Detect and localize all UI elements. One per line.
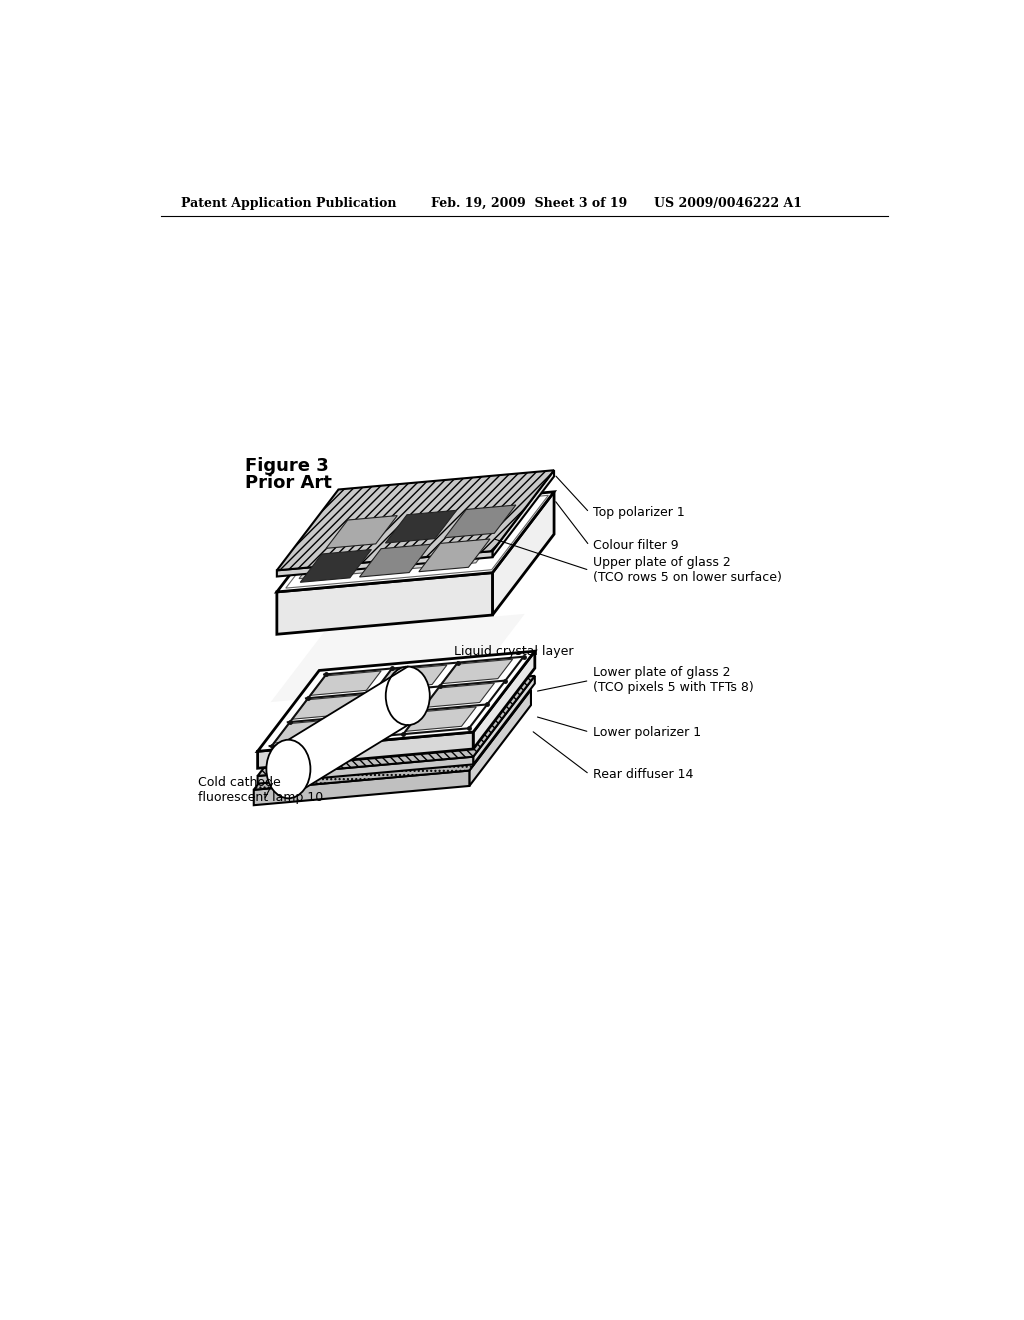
- Text: Colour filter 9: Colour filter 9: [593, 539, 678, 552]
- Polygon shape: [299, 500, 523, 578]
- Text: Lower polarizer 1: Lower polarizer 1: [593, 726, 700, 739]
- Polygon shape: [469, 689, 531, 785]
- Text: Prior Art: Prior Art: [245, 474, 332, 492]
- Text: Patent Application Publication: Patent Application Publication: [180, 197, 396, 210]
- Polygon shape: [359, 544, 431, 577]
- Polygon shape: [385, 511, 457, 543]
- Polygon shape: [326, 516, 397, 548]
- Text: Cold cathode
fluorescent lamp 10: Cold cathode fluorescent lamp 10: [199, 776, 324, 804]
- Polygon shape: [473, 676, 535, 764]
- Polygon shape: [254, 689, 531, 789]
- Polygon shape: [258, 756, 473, 784]
- Polygon shape: [270, 614, 524, 702]
- Text: Lower plate of glass 2
(TCO pixels 5 with TFTs 8): Lower plate of glass 2 (TCO pixels 5 wit…: [593, 667, 754, 694]
- Text: Rear diffuser 14: Rear diffuser 14: [593, 768, 693, 781]
- Polygon shape: [276, 492, 554, 591]
- Polygon shape: [276, 573, 493, 635]
- Polygon shape: [300, 549, 372, 582]
- Text: Figure 3: Figure 3: [245, 457, 329, 475]
- Text: Top polarizer 1: Top polarizer 1: [593, 506, 684, 519]
- Ellipse shape: [266, 739, 310, 799]
- Text: US 2009/0046222 A1: US 2009/0046222 A1: [654, 197, 802, 210]
- Polygon shape: [406, 708, 476, 731]
- Polygon shape: [258, 651, 535, 751]
- Polygon shape: [357, 689, 429, 713]
- Polygon shape: [274, 718, 345, 743]
- Polygon shape: [289, 667, 408, 799]
- Polygon shape: [258, 676, 535, 776]
- Polygon shape: [254, 771, 469, 805]
- Polygon shape: [441, 659, 513, 684]
- Polygon shape: [276, 470, 554, 570]
- Polygon shape: [276, 552, 493, 577]
- Polygon shape: [258, 733, 473, 768]
- Text: Liquid crystal layer: Liquid crystal layer: [454, 644, 573, 657]
- Polygon shape: [419, 539, 490, 572]
- Text: Feb. 19, 2009  Sheet 3 of 19: Feb. 19, 2009 Sheet 3 of 19: [431, 197, 627, 210]
- Polygon shape: [292, 694, 362, 719]
- Ellipse shape: [386, 667, 430, 725]
- Polygon shape: [310, 671, 381, 696]
- Polygon shape: [376, 665, 446, 689]
- Polygon shape: [493, 470, 554, 557]
- Polygon shape: [444, 506, 516, 537]
- Text: Upper plate of glass 2
(TCO rows 5 on lower surface): Upper plate of glass 2 (TCO rows 5 on lo…: [593, 556, 781, 585]
- Polygon shape: [340, 713, 411, 737]
- Polygon shape: [424, 682, 495, 708]
- Polygon shape: [493, 492, 554, 615]
- Polygon shape: [473, 651, 535, 748]
